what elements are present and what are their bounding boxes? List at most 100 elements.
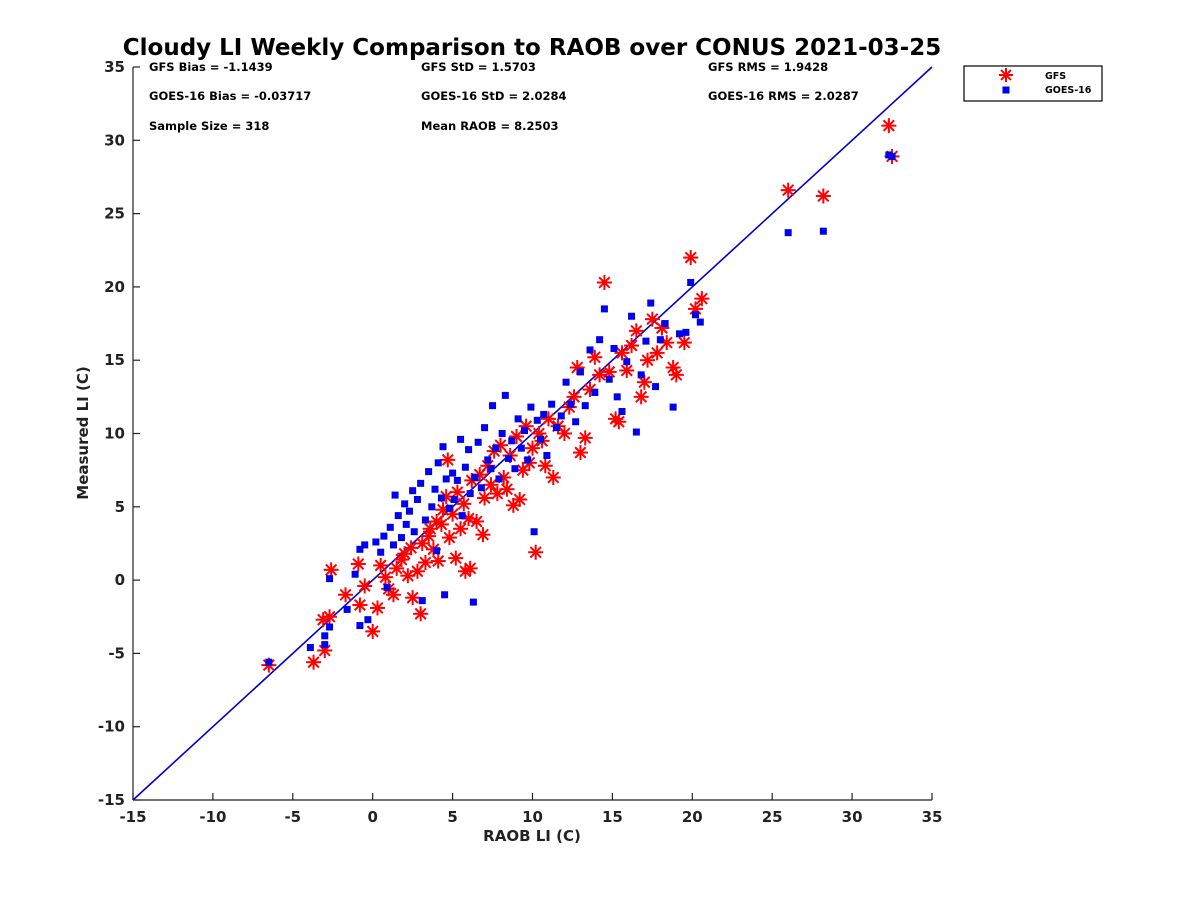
- gfs-point: [462, 560, 478, 576]
- goes-16-point: [410, 528, 418, 536]
- goes-16-point: [647, 299, 655, 307]
- gfs-point: [881, 118, 897, 134]
- gfs-point: [528, 544, 544, 560]
- goes-16-point: [442, 475, 450, 483]
- goes-16-point: [484, 456, 492, 464]
- gfs-point: [780, 182, 796, 198]
- gfs-point: [441, 530, 457, 546]
- gfs-point: [422, 521, 438, 537]
- goes-16-point: [397, 534, 405, 542]
- goes-16-point: [351, 570, 359, 578]
- goes-16-point: [557, 412, 565, 420]
- stat-gfs-bias: GFS Bias = -1.1439: [149, 60, 273, 74]
- goes-16-point: [437, 494, 445, 502]
- gfs-point: [596, 275, 612, 291]
- gfs-point: [556, 426, 572, 441]
- goes-16-point: [505, 454, 513, 462]
- goes-16-point: [431, 485, 439, 493]
- goes-16-point: [652, 383, 660, 391]
- goes-16-point: [628, 312, 636, 320]
- gfs-point: [403, 540, 419, 556]
- y-tick-label: 10: [104, 425, 125, 443]
- y-tick-label: -5: [108, 644, 125, 662]
- goes-16-point: [581, 402, 589, 410]
- goes-16-point: [356, 622, 364, 630]
- goes-16-point: [562, 378, 570, 386]
- gfs-point: [385, 587, 401, 603]
- goes-16-point: [576, 368, 584, 376]
- goes-16-point: [461, 463, 469, 471]
- goes-16-point: [591, 388, 599, 396]
- gfs-point: [525, 440, 540, 456]
- legend: GFS GOES-16: [963, 65, 1103, 102]
- y-tick-label: 20: [104, 278, 125, 296]
- goes-16-point: [466, 490, 474, 498]
- goes-16-point: [495, 475, 503, 483]
- goes-16-point: [481, 424, 489, 432]
- gfs-point: [628, 323, 644, 339]
- statistics-block: GFS Bias = -1.1439 GFS StD = 1.5703 GFS …: [149, 60, 859, 133]
- plot-area: -15 -10 -5 0 5 10 15 20 25 30 35 -15 -10 -5 0 5 10 15 20 25…: [98, 58, 943, 826]
- goes-16-point: [637, 371, 645, 379]
- goes-16-point: [391, 491, 399, 499]
- goes-16-point: [696, 318, 704, 326]
- gfs-point: [409, 563, 425, 579]
- gfs-point: [440, 452, 456, 468]
- y-tick-label: 30: [104, 131, 125, 149]
- x-tick-label: -10: [199, 808, 226, 826]
- gfs-point: [545, 469, 561, 485]
- x-tick-label: 35: [922, 808, 943, 826]
- gfs-point: [350, 556, 366, 572]
- goes-16-point: [691, 311, 699, 319]
- gfs-point: [815, 188, 831, 204]
- gfs-point: [644, 311, 660, 327]
- gfs-point: [477, 490, 493, 506]
- goes-16-point: [676, 330, 684, 338]
- goes-16-point: [642, 337, 650, 345]
- gfs-point: [537, 458, 553, 474]
- gfs-point: [668, 367, 684, 383]
- gfs-point: [587, 349, 603, 365]
- y-tick-label: 35: [104, 58, 125, 76]
- x-tick-label: -5: [284, 808, 301, 826]
- x-axis-label: RAOB LI (C): [483, 827, 581, 845]
- goes-16-point: [687, 279, 695, 287]
- goes-16-point: [450, 495, 458, 503]
- goes-16-point: [428, 503, 436, 511]
- y-tick-label: 15: [104, 351, 125, 369]
- goes-16-point: [356, 545, 364, 553]
- stat-goes-rms: GOES-16 RMS = 2.0287: [708, 89, 859, 103]
- gfs-point: [322, 609, 338, 625]
- legend-box: [963, 65, 1103, 102]
- goes-16-point: [586, 346, 594, 354]
- gfs-point: [417, 555, 433, 571]
- gfs-point: [377, 569, 393, 585]
- gfs-point: [433, 516, 449, 532]
- stat-sample-size: Sample Size = 318: [149, 119, 269, 133]
- goes-16-point: [661, 320, 669, 328]
- x-tick-label: 15: [602, 808, 623, 826]
- x-tick-label: -15: [119, 808, 146, 826]
- gfs-point: [649, 345, 665, 361]
- goes-16-point: [508, 437, 516, 445]
- gfs-point: [633, 389, 649, 405]
- gfs-point: [499, 481, 515, 497]
- gfs-point: [365, 623, 381, 639]
- goes-16-point: [402, 520, 410, 528]
- series-goes-16: [265, 151, 896, 666]
- goes-16-point: [434, 459, 442, 467]
- goes-16-point: [511, 465, 519, 473]
- gfs-point: [636, 374, 652, 390]
- goes-16-point: [321, 641, 329, 649]
- goes-16-point: [361, 541, 369, 549]
- goes-16-point: [567, 400, 575, 408]
- goes-16-point: [401, 500, 409, 508]
- gfs-legend-symbol: [999, 68, 1013, 82]
- legend-gfs-marker: [999, 68, 1013, 82]
- gfs-point: [619, 362, 635, 378]
- gfs-point: [676, 335, 692, 351]
- goes-16-point: [383, 583, 391, 591]
- goes-16-point: [784, 229, 792, 237]
- gfs-point: [624, 338, 640, 354]
